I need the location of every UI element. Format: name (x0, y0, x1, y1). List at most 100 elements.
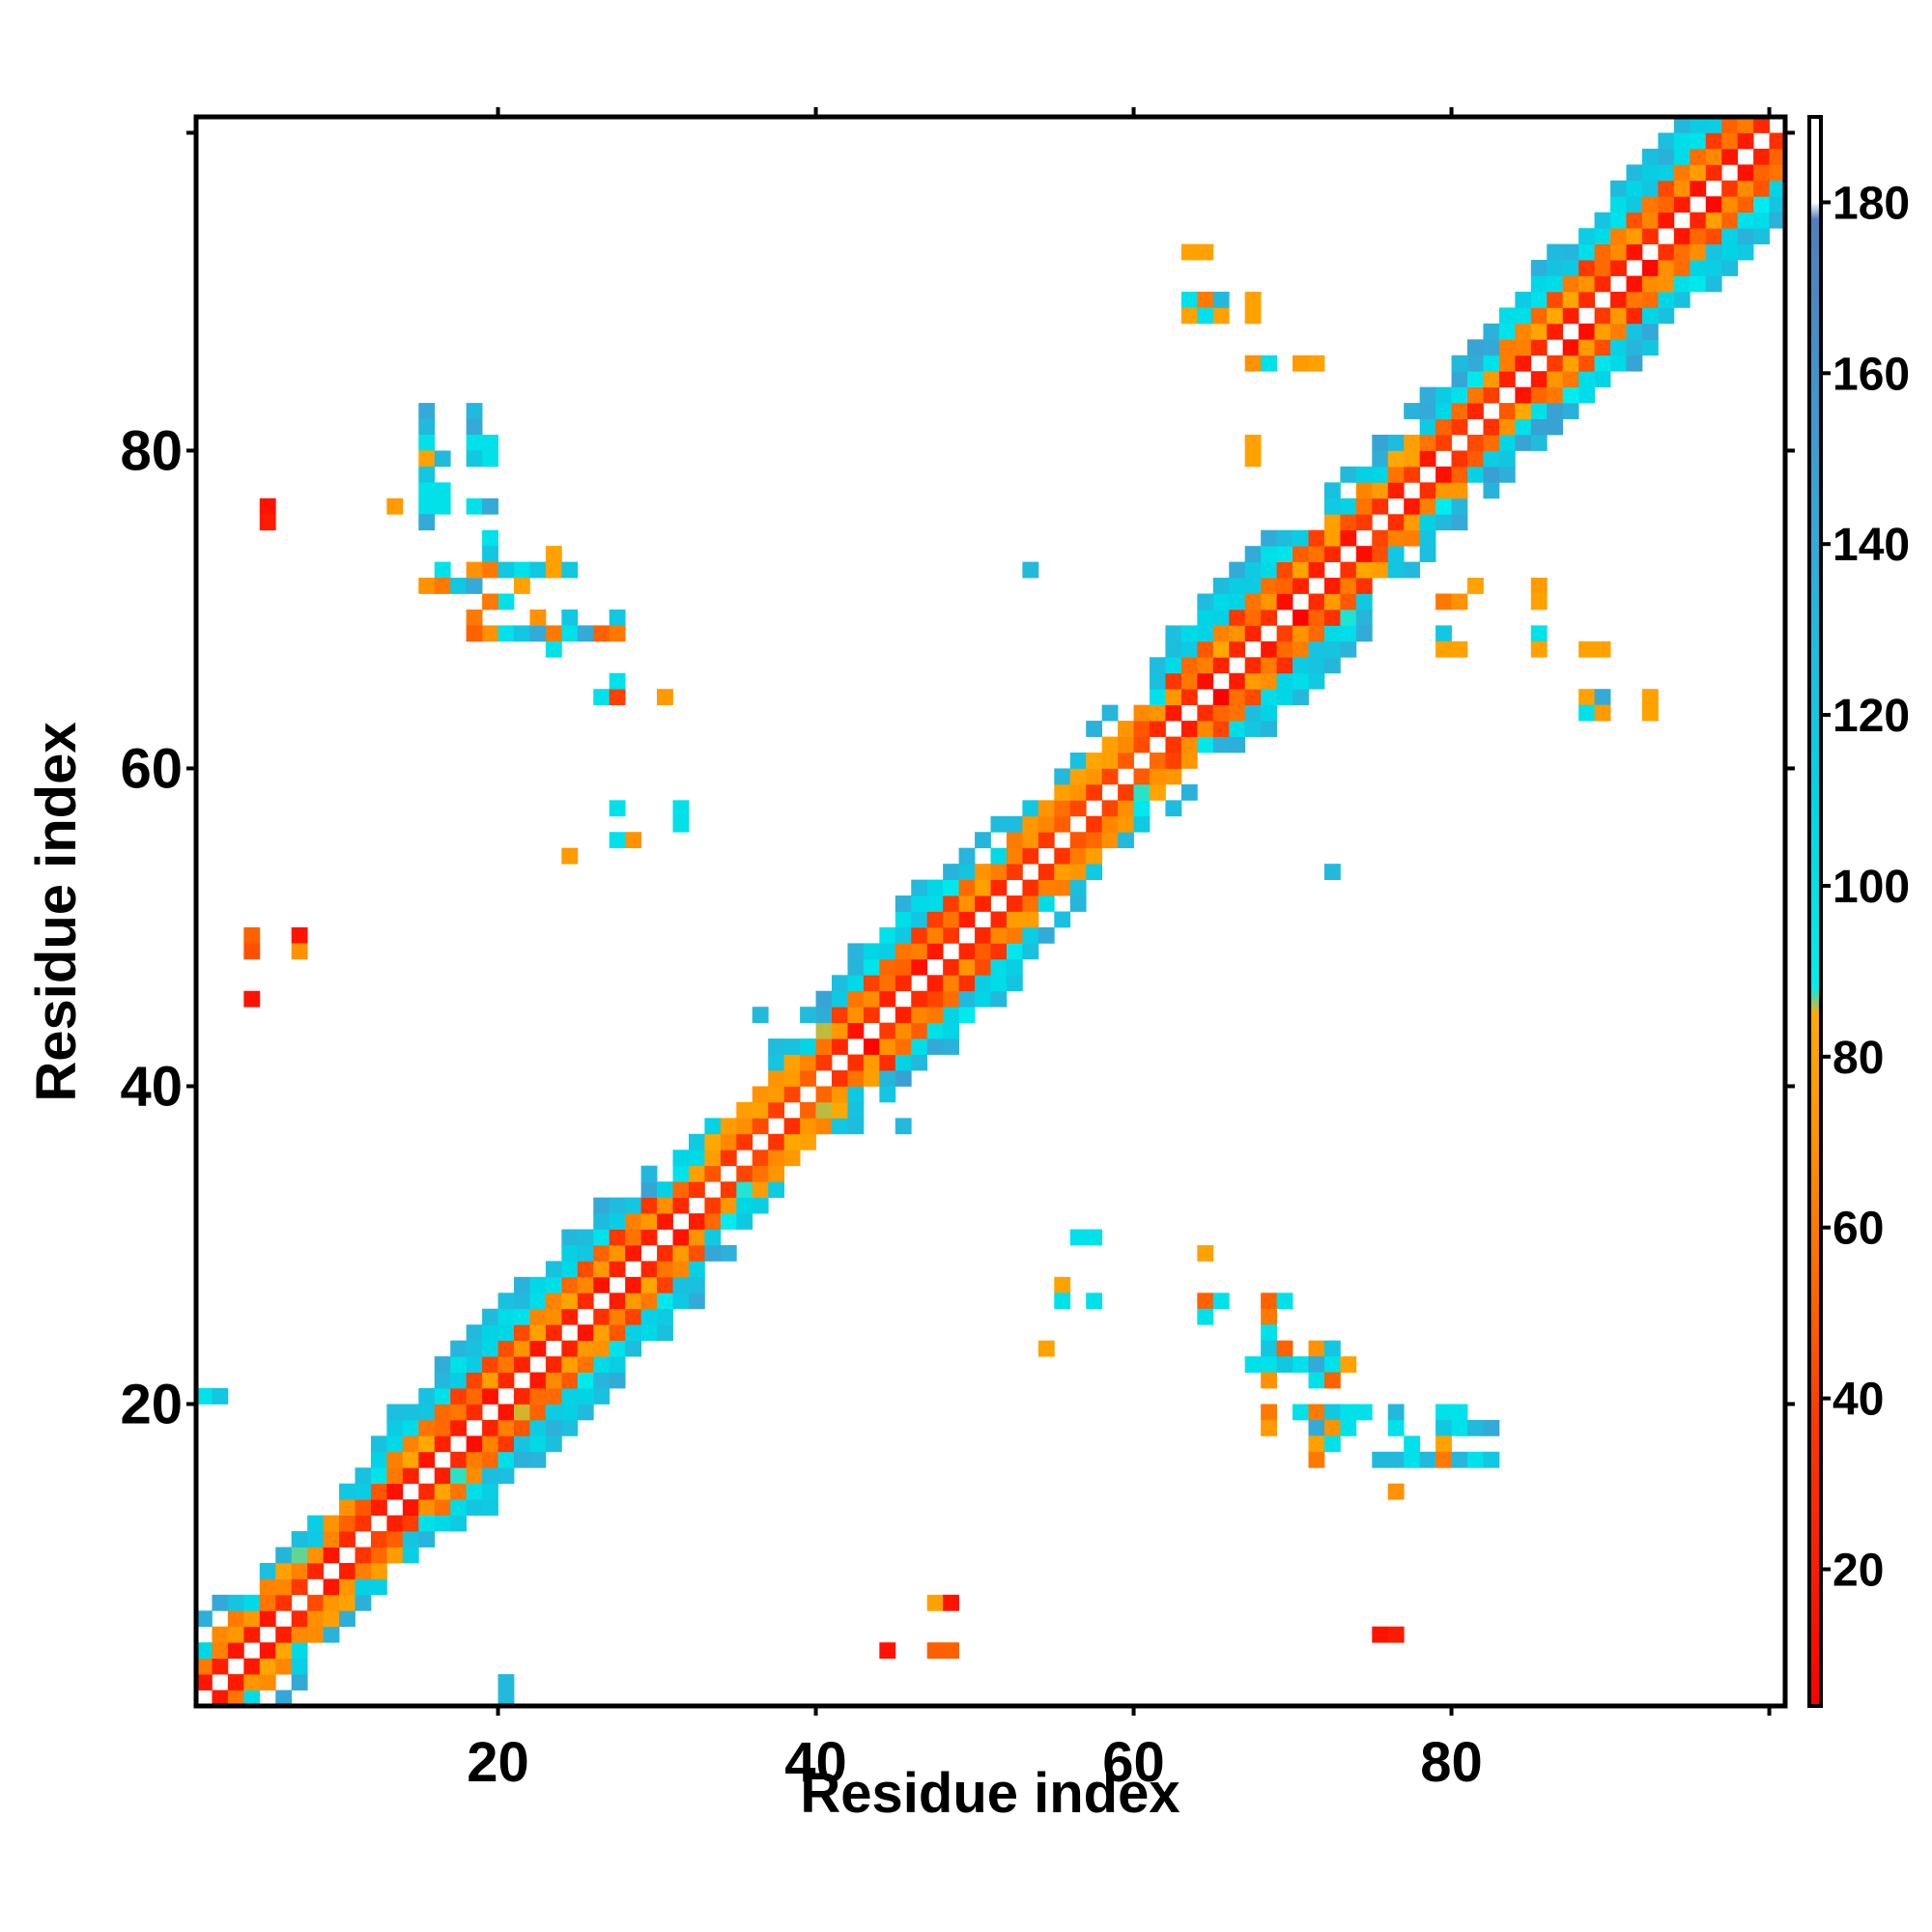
heatmap-cell (1276, 1340, 1293, 1357)
heatmap-cell (1261, 546, 1277, 562)
heatmap-cell (291, 1658, 308, 1675)
heatmap-cell (323, 1610, 340, 1628)
heatmap-cell (1308, 1404, 1325, 1421)
heatmap-cell (1165, 640, 1182, 658)
heatmap-cell (768, 1150, 785, 1167)
heatmap-cell (1150, 704, 1166, 722)
heatmap-cell (577, 1244, 594, 1262)
heatmap-cell (1594, 243, 1611, 261)
heatmap-cell (1355, 466, 1373, 483)
heatmap-cell (466, 1435, 483, 1453)
heatmap-cell (227, 1594, 244, 1611)
heatmap-cell (1641, 291, 1659, 308)
heatmap-cell (1022, 832, 1039, 849)
heatmap-cell (768, 1133, 785, 1151)
heatmap-cell (863, 1038, 880, 1055)
heatmap-cell (466, 561, 483, 579)
heatmap-cell (958, 975, 976, 992)
heatmap-cell (736, 1213, 753, 1230)
heatmap-cell (529, 1388, 547, 1405)
heatmap-cell (482, 1324, 498, 1342)
heatmap-cell (1562, 243, 1579, 261)
heatmap-cell (863, 1070, 880, 1087)
heatmap-cell (1261, 1324, 1277, 1342)
heatmap-cell (1594, 260, 1611, 276)
heatmap-cell (1483, 355, 1500, 372)
heatmap-cell (625, 1229, 641, 1246)
heatmap-cell (847, 1054, 865, 1071)
heatmap-cell (450, 578, 468, 594)
heatmap-cell (1467, 450, 1484, 468)
heatmap-cell (1086, 783, 1103, 801)
heatmap-cell (990, 943, 1008, 960)
heatmap-cell (1355, 625, 1373, 642)
x-tick-label: 80 (1420, 1731, 1483, 1794)
heatmap-cell (657, 1261, 673, 1278)
heatmap-cell (1308, 1435, 1325, 1453)
heatmap-cell (545, 640, 562, 658)
heatmap-cell (1530, 275, 1548, 293)
heatmap-cell (561, 1372, 579, 1389)
heatmap-cell (1641, 323, 1659, 340)
heatmap-cell (895, 1007, 912, 1024)
heatmap-cell (1118, 753, 1134, 769)
heatmap-cell (1180, 625, 1198, 642)
heatmap-cell (1244, 450, 1262, 468)
heatmap-cell (1578, 275, 1595, 293)
heatmap-cell (1451, 1419, 1468, 1436)
heatmap-cell (1658, 148, 1675, 165)
heatmap-cell (1515, 435, 1532, 451)
heatmap-cell (545, 1388, 562, 1405)
heatmap-cell (561, 1229, 579, 1246)
heatmap-cell (1547, 386, 1564, 404)
heatmap-cell (847, 1101, 865, 1119)
heatmap-cell (1769, 148, 1786, 165)
heatmap-cell (1387, 1419, 1405, 1436)
heatmap-cell (1006, 926, 1023, 944)
heatmap-cell (561, 625, 579, 642)
heatmap-cell (752, 1181, 769, 1198)
heatmap-cell (1261, 1419, 1277, 1436)
heatmap-cell (355, 1594, 372, 1611)
heatmap-cell (466, 1388, 483, 1405)
heatmap-cell (561, 1293, 579, 1310)
heatmap-cell (815, 1038, 833, 1055)
heatmap-cell (1197, 291, 1214, 308)
heatmap-cell (1006, 975, 1023, 992)
heatmap-cell (1323, 578, 1341, 594)
heatmap-cell (657, 1293, 673, 1310)
heatmap-cell (450, 1356, 468, 1373)
heatmap-cell (545, 1276, 562, 1293)
heatmap-cell (1451, 514, 1468, 531)
heatmap-cell (1594, 323, 1611, 340)
heatmap-cell (1673, 291, 1690, 308)
heatmap-cell (1276, 625, 1293, 642)
heatmap-cell (1530, 418, 1548, 436)
heatmap-cell (1244, 704, 1262, 722)
heatmap-cell (529, 561, 547, 579)
heatmap-cell (577, 1324, 594, 1342)
heatmap-cell (847, 1118, 865, 1135)
heatmap-cell (497, 1690, 515, 1707)
heatmap-cell (497, 1356, 515, 1373)
heatmap-cell (1118, 783, 1134, 801)
heatmap-cell (926, 990, 944, 1008)
y-tick-label: 40 (120, 1055, 183, 1118)
heatmap-cell (1578, 291, 1595, 308)
heatmap-cell (1355, 593, 1373, 611)
heatmap-cell (1244, 609, 1262, 626)
heatmap-cell (1323, 1419, 1341, 1436)
heatmap-cell (1483, 323, 1500, 340)
heatmap-cell (259, 1578, 276, 1596)
heatmap-cell (291, 926, 308, 944)
heatmap-cell (1197, 704, 1214, 722)
heatmap-cell (1054, 800, 1071, 817)
heatmap-cell (720, 1197, 737, 1214)
heatmap-cell (1197, 672, 1214, 690)
heatmap-cell (1372, 529, 1389, 547)
heatmap-cell (1467, 339, 1484, 356)
heatmap-cell (1673, 275, 1690, 293)
heatmap-cell (688, 1261, 705, 1278)
heatmap-cell (1022, 926, 1039, 944)
heatmap-cell (402, 1435, 419, 1453)
